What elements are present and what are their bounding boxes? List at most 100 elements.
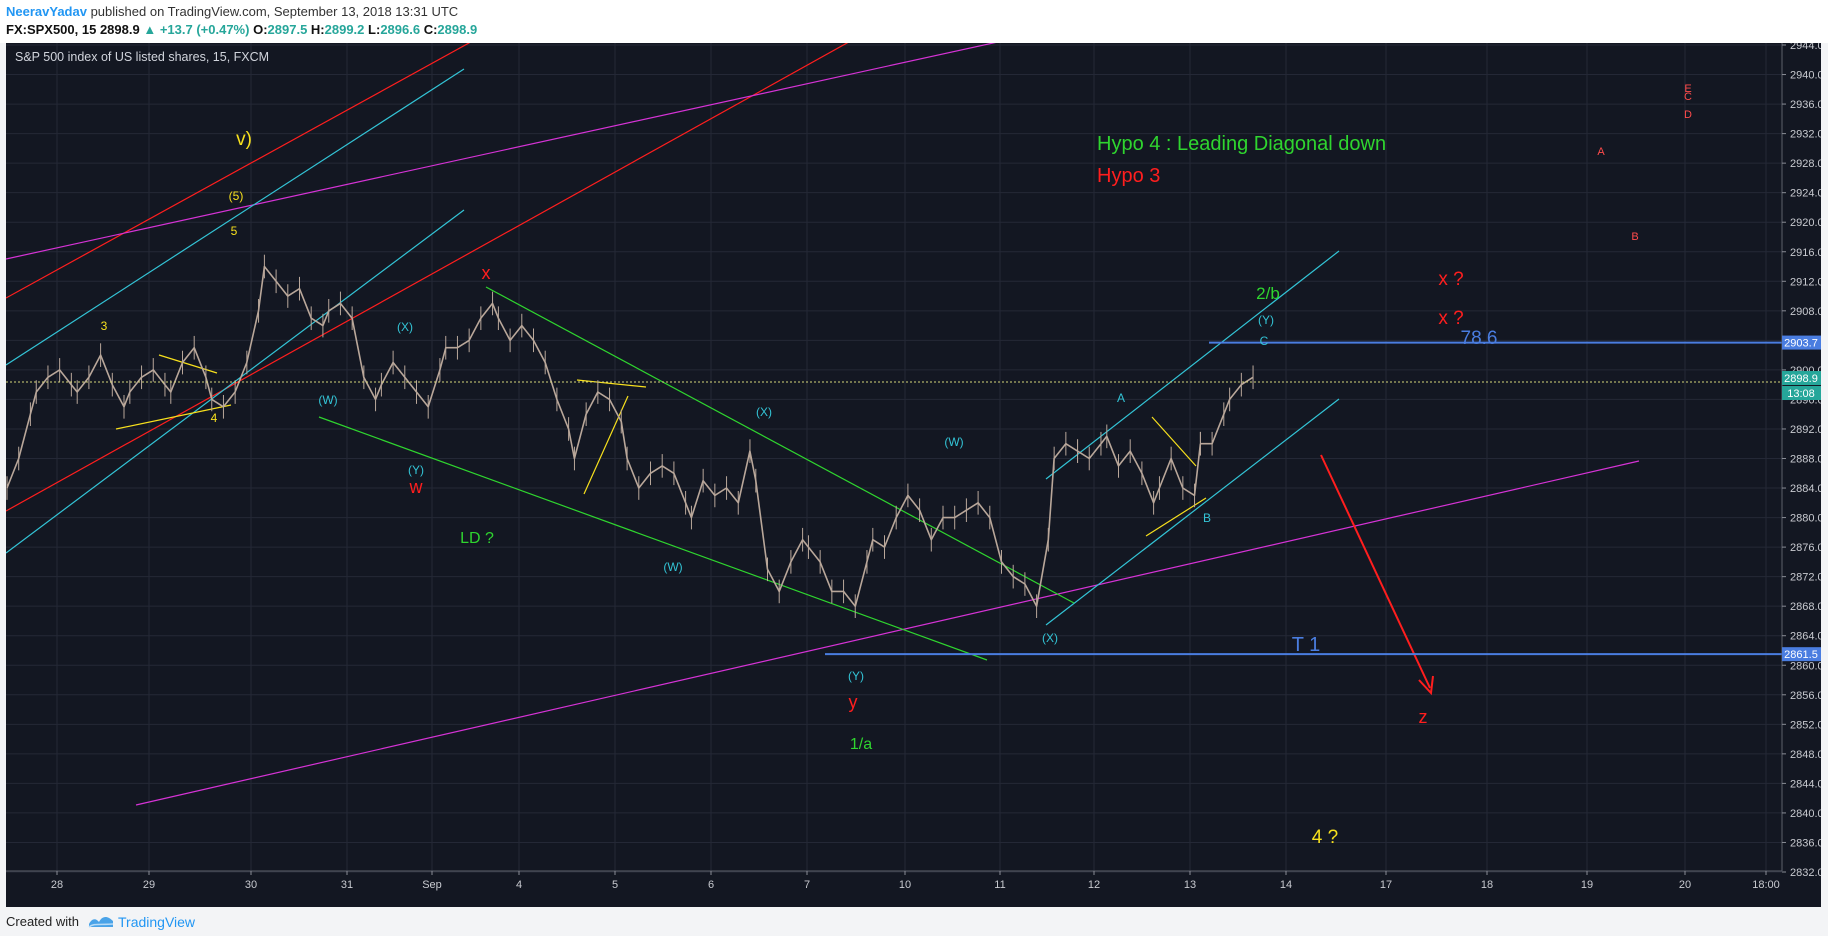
price-axis-bg — [1782, 43, 1821, 907]
annotation-w3: (W) — [944, 435, 963, 449]
annotation-e-red: E — [1684, 83, 1691, 95]
author-link[interactable]: NeeravYadav — [6, 4, 87, 19]
price-tick-label: 2836.0 — [1790, 837, 1821, 849]
yellow-triangle-3b — [1145, 497, 1207, 537]
annotation-w2: (W) — [663, 560, 682, 574]
annotation-c-cyan: C — [1260, 334, 1269, 348]
price-tick-label: 2848.0 — [1790, 749, 1821, 761]
price-tick-label: 2876.0 — [1790, 542, 1821, 554]
time-tick-label: 7 — [804, 879, 810, 891]
time-tick-label: 12 — [1088, 879, 1100, 891]
time-tick-label: 13 — [1184, 879, 1196, 891]
annotation-b-red: B — [1631, 231, 1638, 243]
publisher-line: NeeravYadav published on TradingView.com… — [6, 3, 458, 20]
price-tick-label: 2940.0 — [1790, 70, 1821, 82]
time-tick-label: 18:00 — [1752, 879, 1780, 891]
annotation-hypo3: Hypo 3 — [1097, 165, 1160, 187]
price-tick-label: 2872.0 — [1790, 572, 1821, 584]
annotation-one-a: 1/a — [850, 736, 872, 753]
price-tick-label: 2920.0 — [1790, 217, 1821, 229]
last-price: 2898.9 — [99, 22, 140, 37]
annotation-y1: (Y) — [408, 463, 424, 477]
price-tick-label: 2860.0 — [1790, 660, 1821, 672]
price-tick-label: 2832.0 — [1790, 867, 1821, 879]
time-tick-label: 18 — [1481, 879, 1493, 891]
annotation-x-red: x — [482, 263, 491, 283]
footer-bar: Created with TradingView — [0, 907, 1828, 936]
price-tick-label: 2932.0 — [1790, 129, 1821, 141]
annotation-c-red: C — [1684, 91, 1692, 103]
annotation-v: v) — [236, 129, 252, 150]
magenta-line-lower — [135, 460, 1640, 806]
close-value: 2898.9 — [437, 22, 478, 37]
price-tick-label: 2840.0 — [1790, 808, 1821, 820]
cyan-channel-b-lower — [1045, 398, 1340, 626]
price-tick-label: 2916.0 — [1790, 247, 1821, 259]
price-series — [6, 254, 1254, 618]
annotation-d-red: D — [1684, 109, 1692, 121]
yellow-triangle-2b — [583, 395, 629, 495]
price-tick-label: 2856.0 — [1790, 690, 1821, 702]
price-change: ▲ +13.7 (+0.47%) — [143, 22, 250, 37]
annotation-four-q: 4 ? — [1312, 827, 1338, 848]
magenta-line-upper — [6, 43, 996, 260]
time-tick-label: 31 — [341, 879, 353, 891]
time-tick-label: 29 — [143, 879, 155, 891]
annotation-x1: (X) — [397, 320, 413, 334]
time-tick-label: 5 — [612, 879, 618, 891]
price-tick-label: 2844.0 — [1790, 778, 1821, 790]
price-tick-label: 2944.0 — [1790, 43, 1821, 52]
time-tick-label: 20 — [1679, 879, 1691, 891]
time-tick-label: Sep — [422, 879, 442, 891]
price-series-line — [1077, 435, 1202, 504]
annotation-a-cyan: A — [1117, 391, 1125, 405]
high-value: 2899.2 — [324, 22, 365, 37]
price-tick-label: 2864.0 — [1790, 631, 1821, 643]
countdown-tag-label: 13:08 — [1787, 388, 1815, 400]
price-chart[interactable]: 78.6T 1 Hypo 4 : Leading Diagonal downHy… — [6, 43, 1821, 907]
projection-arrow — [1320, 454, 1431, 689]
chart-area[interactable]: 78.6 T 1 Hypo 4 : Leading Diagonal down Hy… — [6, 43, 1821, 907]
wave-annotations: Hypo 4 : Leading Diagonal down Hypo 3 v) (5… — [101, 83, 1692, 848]
price-axis[interactable]: 2832.0 2836.0 2840.0 2844.0 2848.0 2852.0 2856… — [1782, 43, 1821, 879]
horizontal-level-label: 78.6 — [1461, 328, 1498, 349]
low-value: 2896.6 — [380, 22, 421, 37]
horizontal-level-label: T 1 — [1292, 634, 1321, 656]
price-tick-label: 2936.0 — [1790, 99, 1821, 111]
countdown-tag — [1782, 386, 1821, 401]
open-label: O: — [253, 22, 268, 37]
high-label: H: — [310, 22, 325, 37]
price-tick-label: 2868.0 — [1790, 601, 1821, 613]
annotation-z-red: z — [1419, 707, 1428, 727]
time-axis[interactable]: 28 29 30 31 Sep 4 5 6 7 10 11 12 13 14 17 18 19 20 18:00 — [51, 871, 1780, 891]
level-price-tag-label: 2903.7 — [1784, 338, 1818, 350]
annotation-w-red: w — [409, 477, 424, 497]
price-tick-label: 2924.0 — [1790, 188, 1821, 200]
price-tick-label: 2928.0 — [1790, 158, 1821, 170]
price-tags: 2898.9 13:08 2903.7 2861.5 — [1782, 335, 1821, 662]
last-price-tag — [1782, 371, 1821, 386]
chart-axes — [6, 43, 1821, 907]
time-tick-label: 14 — [1280, 879, 1292, 891]
annotation-x3: (X) — [1042, 631, 1058, 645]
chart-title: S&P 500 index of US listed shares, 15, F… — [15, 50, 269, 64]
annotation-p5: (5) — [229, 189, 244, 203]
annotation-w1: (W) — [318, 393, 337, 407]
annotation-ld: LD ? — [460, 530, 494, 547]
time-tick-label: 10 — [899, 879, 911, 891]
low-label: L: — [368, 22, 381, 37]
yellow-triangle-3a — [1151, 416, 1197, 467]
annotation-n4: 4 — [211, 411, 218, 425]
tradingview-logo-icon[interactable] — [88, 912, 114, 930]
cyan-channel-b-upper — [1045, 250, 1340, 480]
price-tick-label: 2892.0 — [1790, 424, 1821, 436]
open-value: 2897.5 — [267, 22, 308, 37]
time-tick-label: 4 — [516, 879, 522, 891]
close-label: C: — [423, 22, 438, 37]
horizontal-levels: 78.6 T 1 — [825, 328, 1782, 656]
level-price-tag — [1782, 647, 1821, 662]
red-channel-lower — [6, 43, 849, 512]
time-tick-label: 6 — [708, 879, 714, 891]
tradingview-link[interactable]: TradingView — [118, 914, 196, 930]
projection-arrowhead — [1418, 675, 1434, 696]
